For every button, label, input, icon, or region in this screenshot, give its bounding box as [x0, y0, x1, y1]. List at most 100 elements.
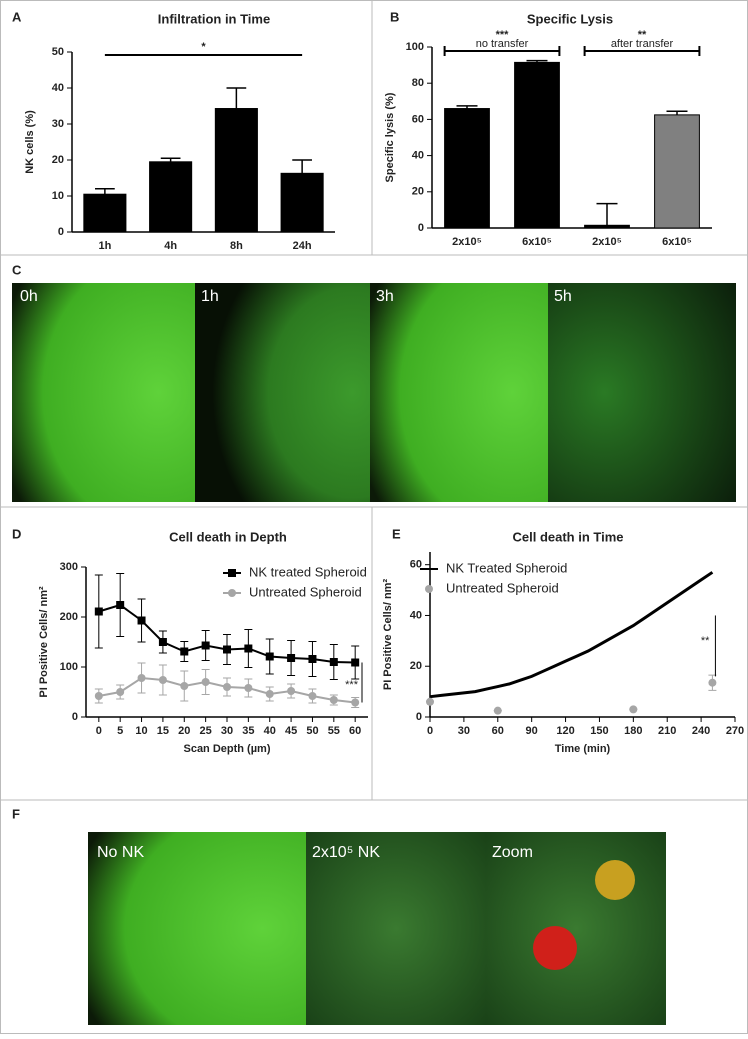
chart-title: Infiltration in Time	[158, 11, 270, 26]
marker	[629, 705, 638, 714]
y-axis-label: Specific lysis (%)	[384, 92, 396, 182]
annotation: no transfer	[476, 38, 529, 50]
x-tick-label: 10	[135, 725, 147, 737]
image-label: 1h	[201, 288, 219, 305]
x-tick-label: 2x10⁵	[452, 236, 482, 248]
marker	[493, 706, 502, 715]
annotation: ***	[496, 29, 510, 41]
panel-c-images: 0h 1h 3h 5h	[12, 283, 736, 502]
x-tick-label: 4h	[164, 240, 177, 252]
y-tick-label: 20	[52, 154, 64, 166]
marker	[158, 676, 167, 684]
marker	[94, 692, 103, 700]
marker	[308, 692, 317, 700]
chart-title: Cell death in Depth	[169, 529, 287, 544]
marker	[180, 682, 189, 690]
y-tick-label: 40	[412, 150, 424, 162]
bar	[444, 108, 490, 229]
marker	[158, 638, 167, 646]
significance-bracket	[583, 46, 701, 56]
x-axis-label: Time (min)	[555, 743, 611, 755]
image-label: No NK	[97, 844, 144, 861]
x-tick-label: 30	[221, 725, 233, 737]
annotation: **	[701, 635, 710, 647]
y-tick-label: 60	[412, 113, 424, 125]
cell	[595, 860, 635, 900]
x-tick-label: 45	[285, 725, 297, 737]
x-tick-label: 30	[458, 725, 470, 737]
panel-label: B	[390, 9, 399, 24]
marker	[201, 641, 210, 650]
marker	[351, 698, 360, 707]
annotation: **	[638, 29, 647, 41]
x-tick-label: 240	[692, 725, 710, 737]
marker	[180, 647, 189, 656]
y-tick-label: 20	[412, 186, 424, 198]
bar	[584, 224, 630, 229]
x-tick-label: 210	[658, 725, 676, 737]
image-label: 3h	[376, 288, 394, 305]
panel-label: E	[392, 526, 401, 541]
marker	[265, 652, 274, 661]
legend-label: Untreated Spheroid	[249, 584, 362, 599]
marker	[265, 690, 274, 698]
x-tick-label: 6x10⁵	[662, 236, 692, 248]
x-tick-label: 35	[242, 725, 254, 737]
image-label: Zoom	[492, 844, 533, 861]
marker	[137, 674, 146, 682]
annotation: after transfer	[611, 38, 674, 50]
significance-bracket	[443, 46, 561, 56]
x-tick-label: 50	[306, 725, 318, 737]
panel-label: D	[12, 526, 21, 541]
image	[88, 832, 306, 1025]
y-axis-label: NK cells (%)	[24, 110, 36, 174]
y-tick-label: 40	[410, 609, 422, 621]
image-label: 5h	[554, 288, 572, 305]
marker	[308, 655, 317, 663]
panel-label: A	[12, 9, 22, 24]
x-tick-label: 6x10⁵	[522, 236, 552, 248]
x-tick-label: 0	[96, 725, 102, 737]
y-axis-label: PI Positive Cells/ nm²	[382, 579, 394, 691]
y-tick-label: 0	[418, 222, 424, 234]
panel-label: F	[12, 806, 20, 821]
marker	[244, 684, 253, 692]
y-tick-label: 40	[52, 82, 64, 94]
y-tick-label: 30	[52, 118, 64, 130]
chart-title: Specific Lysis	[527, 11, 613, 26]
bar	[654, 114, 700, 229]
panel-label: C	[12, 262, 22, 277]
legend-marker	[425, 585, 433, 593]
x-tick-label: 5	[117, 725, 123, 737]
marker	[116, 601, 125, 609]
image-label: 2x10⁵ NK	[312, 844, 380, 861]
x-tick-label: 8h	[230, 240, 243, 252]
x-tick-label: 24h	[293, 240, 312, 252]
legend-marker	[228, 569, 236, 577]
x-tick-label: 150	[590, 725, 608, 737]
bar	[149, 161, 193, 233]
image-label: 0h	[20, 288, 38, 305]
y-tick-label: 0	[72, 711, 78, 723]
annotation: *	[201, 41, 206, 53]
y-tick-label: 20	[410, 660, 422, 672]
bar	[83, 193, 127, 233]
y-tick-label: 0	[58, 226, 64, 238]
y-tick-label: 200	[60, 611, 78, 623]
marker	[137, 616, 146, 625]
marker	[329, 658, 338, 666]
image	[306, 832, 486, 1025]
image	[370, 283, 548, 502]
y-axis-label: PI Positive Cells/ nm²	[38, 586, 50, 698]
marker	[329, 696, 338, 704]
x-tick-label: 1h	[98, 240, 111, 252]
y-tick-label: 10	[52, 190, 64, 202]
image	[548, 283, 736, 502]
y-tick-label: 0	[416, 711, 422, 723]
y-tick-label: 80	[412, 77, 424, 89]
marker	[94, 607, 103, 616]
y-tick-label: 100	[60, 661, 78, 673]
marker	[223, 683, 231, 691]
x-tick-label: 25	[200, 725, 212, 737]
